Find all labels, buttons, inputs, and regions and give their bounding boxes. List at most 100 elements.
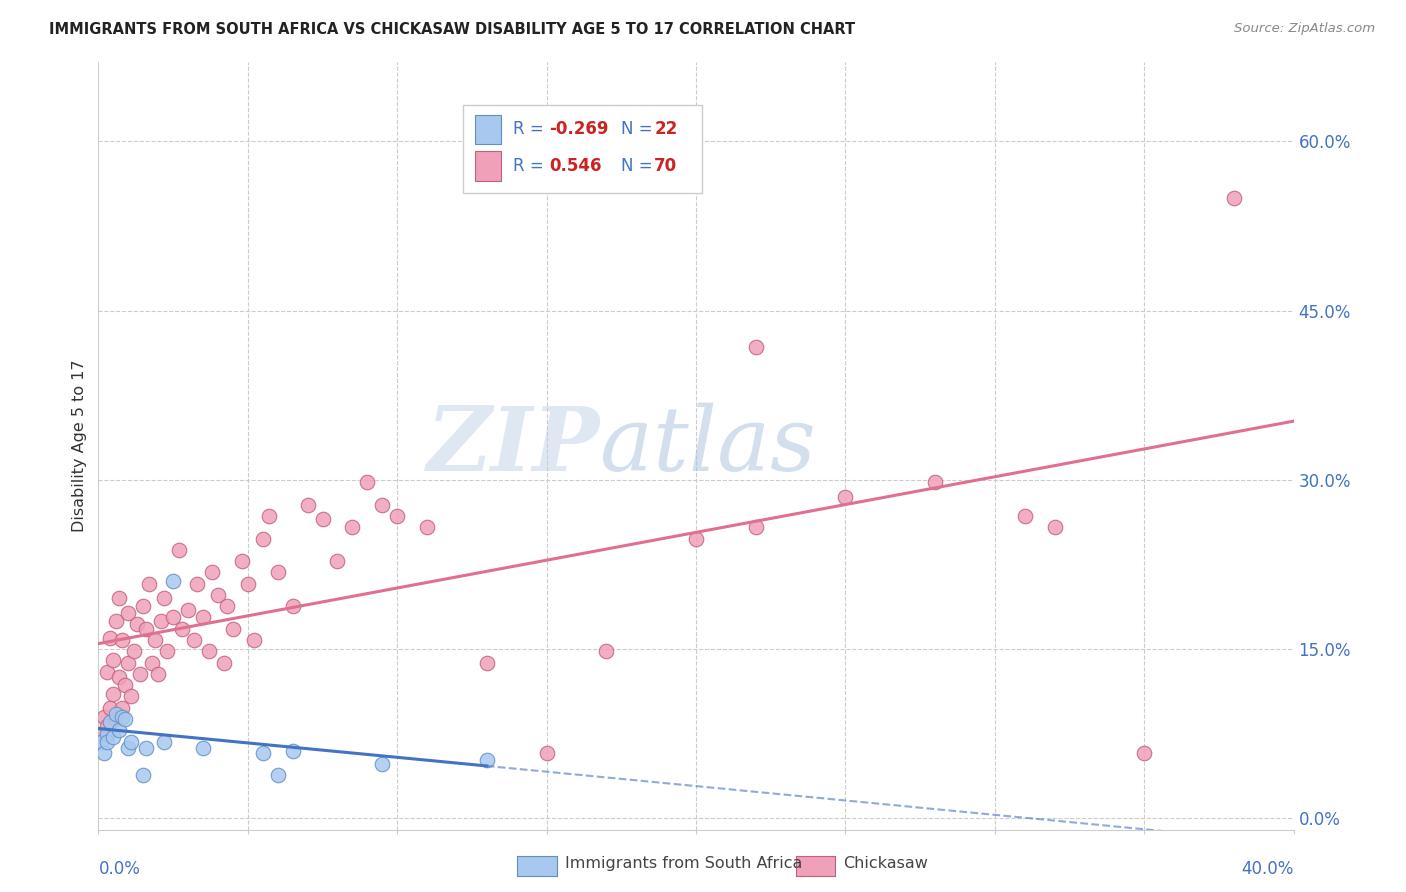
Point [108,723,131,738]
Point [595,644,617,658]
Point [745,520,768,534]
Point [129,666,152,681]
Point [191,610,214,624]
Point [96,665,118,679]
Point [924,475,946,489]
FancyBboxPatch shape [475,152,501,180]
Point [356,475,378,489]
Point [371,498,394,512]
Text: 0.0%: 0.0% [98,860,141,879]
Text: Chickasaw: Chickasaw [844,856,928,871]
Point [385,508,409,523]
Point [685,532,707,546]
Point [93,746,115,760]
Point [93,710,115,724]
Point [252,532,274,546]
Point [105,614,128,628]
Point [127,617,149,632]
Point [148,666,170,681]
Point [201,566,224,580]
Point [98,631,122,645]
Point [105,707,128,722]
Point [536,746,558,760]
Point [311,512,333,526]
Point [191,741,214,756]
Point [96,719,118,733]
Point [111,710,134,724]
Point [745,340,768,354]
Point [475,753,498,767]
Text: N =: N = [620,120,658,138]
Text: atlas: atlas [600,402,815,490]
Point [1223,191,1246,205]
Point [132,768,155,782]
Point [132,599,155,614]
Text: ZIP: ZIP [427,403,600,489]
Point [114,712,136,726]
Point [252,746,274,760]
Point [416,520,439,534]
Point [326,554,349,568]
Point [236,576,259,591]
Text: IMMIGRANTS FROM SOUTH AFRICA VS CHICKASAW DISABILITY AGE 5 TO 17 CORRELATION CHA: IMMIGRANTS FROM SOUTH AFRICA VS CHICKASA… [49,22,855,37]
Point [117,606,139,620]
Point [231,554,253,568]
Point [215,599,238,614]
Point [183,633,205,648]
Text: -0.269: -0.269 [548,120,609,138]
Text: Source: ZipAtlas.com: Source: ZipAtlas.com [1234,22,1375,36]
Point [114,678,136,692]
Point [186,576,208,591]
Text: Immigrants from South Africa: Immigrants from South Africa [565,856,803,871]
Point [162,610,184,624]
Text: 70: 70 [654,157,678,175]
Point [111,633,134,648]
FancyBboxPatch shape [463,104,702,193]
Point [103,687,125,701]
Point [90,726,112,740]
Point [138,576,160,591]
Point [120,690,142,704]
Point [96,734,118,748]
Point [281,599,304,614]
Point [143,633,166,648]
Point [153,591,176,606]
Point [98,700,122,714]
Point [281,743,304,757]
Point [834,490,856,504]
Point [135,622,157,636]
Point [475,656,498,670]
Point [120,734,142,748]
Point [257,508,280,523]
Point [167,542,190,557]
Text: 40.0%: 40.0% [1241,860,1294,879]
Point [90,734,112,748]
Point [297,498,319,512]
Point [153,734,176,748]
Point [108,670,131,684]
Point [162,574,184,589]
Point [108,591,131,606]
Text: 0.546: 0.546 [548,157,602,175]
Point [103,653,125,667]
Point [117,741,139,756]
Point [156,644,179,658]
Point [371,757,394,772]
Point [267,768,290,782]
Point [1133,746,1156,760]
Point [198,644,221,658]
Point [124,644,146,658]
Point [172,622,194,636]
Point [342,520,364,534]
Point [1043,520,1066,534]
Point [141,656,163,670]
Point [105,712,128,726]
Text: N =: N = [620,157,658,175]
Text: 22: 22 [654,120,678,138]
Y-axis label: Disability Age 5 to 17: Disability Age 5 to 17 [72,359,87,533]
Text: R =: R = [513,157,550,175]
Point [222,622,245,636]
Point [150,614,173,628]
Point [207,588,229,602]
Point [135,741,157,756]
